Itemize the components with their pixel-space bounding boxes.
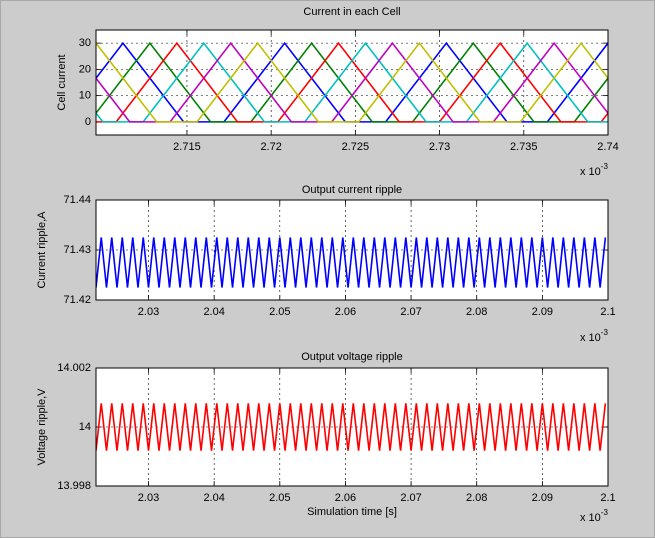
series-line — [96, 41, 608, 123]
x-tick-label: 2.04 — [203, 306, 224, 318]
x-exponent-power: -3 — [601, 508, 609, 517]
series-group — [96, 237, 607, 288]
x-exponent-base: x 10 — [580, 332, 601, 344]
x-exponent-power: -3 — [601, 328, 609, 337]
series-group — [96, 41, 608, 123]
x-tick-label: 2.05 — [269, 492, 290, 504]
x-tick-label: 2.73 — [429, 141, 450, 153]
y-tick-label: 14 — [79, 421, 91, 433]
y-tick-label: 10 — [79, 90, 91, 102]
axes-border — [95, 29, 609, 136]
y-axis-label: Voltage ripple,V — [36, 388, 48, 466]
y-tick-label: 71.44 — [63, 194, 91, 206]
x-tick-label: 2.03 — [138, 492, 159, 504]
series-line — [96, 403, 607, 451]
y-tick-label: 20 — [79, 63, 91, 75]
axes-border — [95, 199, 609, 301]
x-exponent-base: x 10 — [580, 166, 601, 178]
x-tick-label: 2.72 — [260, 141, 281, 153]
x-tick-label: 2.08 — [466, 306, 487, 318]
x-tick-label: 2.725 — [342, 141, 370, 153]
y-tick-label: 71.43 — [63, 244, 91, 256]
x-tick-label: 2.1 — [600, 306, 615, 318]
x-tick-label: 2.09 — [532, 306, 553, 318]
x-tick-label: 2.03 — [138, 306, 159, 318]
y-tick-label: 30 — [79, 37, 91, 49]
y-axis-label: Current ripple,A — [36, 211, 48, 289]
x-tick-label: 2.06 — [335, 492, 356, 504]
axes-border — [95, 367, 609, 487]
subplot-title: Current in each Cell — [303, 6, 400, 18]
x-tick-label: 2.1 — [600, 492, 615, 504]
series-line — [96, 237, 607, 288]
x-tick-label: 2.715 — [173, 141, 201, 153]
x-exponent: x 10-3 — [580, 328, 608, 344]
series-group — [96, 403, 607, 451]
subplot-title: Output current ripple — [302, 184, 402, 196]
x-tick-label: 2.09 — [532, 492, 553, 504]
x-tick-label: 2.04 — [203, 492, 224, 504]
plot-area — [96, 30, 608, 135]
subplot-title: Output voltage ripple — [301, 351, 403, 363]
y-tick-label: 71.42 — [63, 294, 91, 306]
x-exponent-base: x 10 — [580, 512, 601, 524]
series-line — [96, 41, 608, 123]
x-tick-label: 2.07 — [400, 492, 421, 504]
x-exponent: x 10-3 — [580, 162, 608, 178]
y-tick-label: 14.002 — [57, 362, 91, 374]
x-tick-label: 2.735 — [510, 141, 538, 153]
y-tick-label: 0 — [85, 116, 91, 128]
x-exponent: x 10-3 — [580, 508, 608, 524]
x-tick-label: 2.74 — [597, 141, 618, 153]
x-tick-label: 2.08 — [466, 492, 487, 504]
x-exponent-power: -3 — [601, 162, 609, 171]
y-axis-label: Cell current — [56, 54, 68, 110]
y-tick-label: 13.998 — [57, 480, 91, 492]
x-axis-label: Simulation time [s] — [307, 506, 397, 518]
x-tick-label: 2.07 — [400, 306, 421, 318]
x-tick-label: 2.05 — [269, 306, 290, 318]
x-tick-label: 2.06 — [335, 306, 356, 318]
